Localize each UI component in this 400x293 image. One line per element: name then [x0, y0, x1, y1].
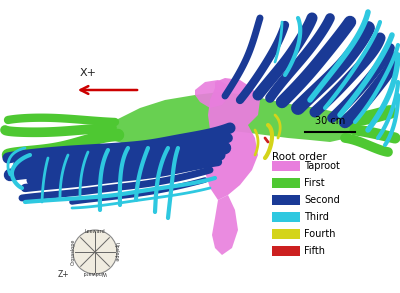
Text: Fourth: Fourth: [304, 229, 336, 239]
Bar: [272, 195, 300, 205]
Text: Crossslope: Crossslope: [71, 239, 76, 265]
Polygon shape: [205, 78, 260, 200]
Text: Fifth: Fifth: [304, 246, 325, 256]
Text: Third: Third: [304, 212, 329, 222]
Bar: [272, 212, 300, 222]
Polygon shape: [212, 195, 238, 255]
Text: Upslope: Upslope: [114, 242, 119, 262]
Text: Z+: Z+: [57, 270, 69, 279]
Bar: [272, 161, 300, 171]
Text: First: First: [304, 178, 325, 188]
Bar: [272, 178, 300, 188]
Text: 30 cm: 30 cm: [315, 116, 345, 126]
Text: Leeward: Leeward: [85, 229, 105, 234]
Text: Root order: Root order: [272, 152, 327, 162]
Text: Taproot: Taproot: [304, 161, 340, 171]
Polygon shape: [195, 80, 230, 108]
Bar: [272, 229, 300, 239]
Text: X+: X+: [80, 68, 97, 78]
Circle shape: [73, 230, 117, 274]
Polygon shape: [108, 92, 355, 145]
Text: Windward: Windward: [83, 270, 107, 275]
Text: Second: Second: [304, 195, 340, 205]
Bar: [272, 246, 300, 256]
